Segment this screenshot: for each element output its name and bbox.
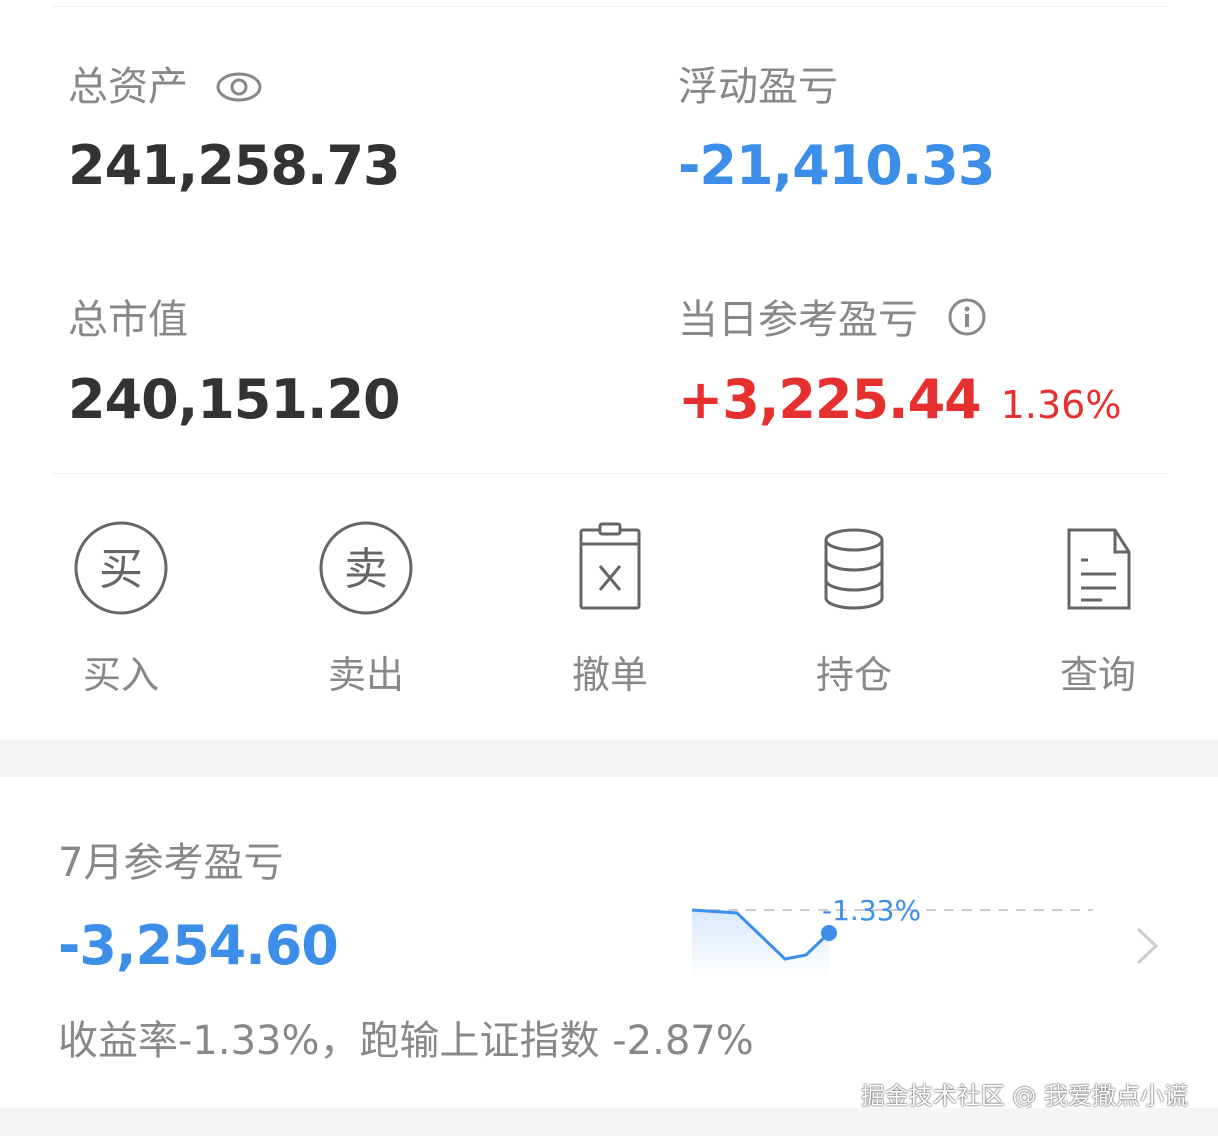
market-value-value: 240,151.20 xyxy=(68,368,401,431)
action-sell-label: 卖出 xyxy=(327,653,404,697)
action-sell[interactable]: 卖 卖出 xyxy=(286,520,446,699)
holdings-icon xyxy=(824,528,884,610)
sparkline-line xyxy=(691,908,831,961)
cancel-order-icon xyxy=(579,522,641,610)
monthly-sparkline: -1.33% xyxy=(691,894,1093,978)
buy-icon: 买 xyxy=(74,521,168,615)
top-divider xyxy=(52,6,1168,7)
action-cancel-order[interactable]: 撤单 xyxy=(530,520,690,699)
sparkline-area xyxy=(692,910,829,978)
chevron-right-icon[interactable] xyxy=(1134,926,1162,966)
floating-pl-label: 浮动盈亏 xyxy=(678,64,838,110)
daily-pl-percent: 1.36% xyxy=(1000,383,1122,427)
total-assets-label: 总资产 xyxy=(68,54,263,112)
watermark: 掘金技术社区 @ 我爱撒点小谎 xyxy=(860,1082,1188,1110)
section-separator xyxy=(0,740,1218,777)
bottom-band xyxy=(0,1108,1218,1136)
sell-icon: 卖 xyxy=(319,521,413,615)
daily-pl-value: +3,225.44 xyxy=(678,368,982,431)
query-icon xyxy=(1067,528,1131,610)
sparkline-end-point xyxy=(821,925,837,942)
action-holdings-label: 持仓 xyxy=(815,653,892,697)
action-cancel-order-label: 撤单 xyxy=(571,653,648,697)
action-holdings[interactable]: 持仓 xyxy=(774,520,934,699)
total-assets-value: 241,258.73 xyxy=(68,134,401,197)
eye-icon[interactable] xyxy=(215,70,263,104)
daily-pl-row: +3,225.44 1.36% xyxy=(678,368,1121,431)
svg-text:卖: 卖 xyxy=(344,544,388,595)
info-icon[interactable] xyxy=(947,297,987,337)
action-query-label: 查询 xyxy=(1059,653,1136,697)
mid-divider xyxy=(52,473,1168,474)
market-value-label: 总市值 xyxy=(68,297,188,343)
svg-text:买: 买 xyxy=(99,544,143,595)
action-buy-label: 买入 xyxy=(82,653,159,697)
monthly-summary: 收益率-1.33%，跑输上证指数 -2.87% xyxy=(58,1018,754,1064)
monthly-value: -3,254.60 xyxy=(58,914,339,977)
sparkline-label: -1.33% xyxy=(822,894,921,927)
monthly-title: 7月参考盈亏 xyxy=(58,840,284,886)
daily-pl-label: 当日参考盈亏 xyxy=(678,287,987,345)
action-query[interactable]: 查询 xyxy=(1018,520,1178,699)
floating-pl-value: -21,410.33 xyxy=(678,134,995,197)
action-buy[interactable]: 买 买入 xyxy=(41,520,201,699)
